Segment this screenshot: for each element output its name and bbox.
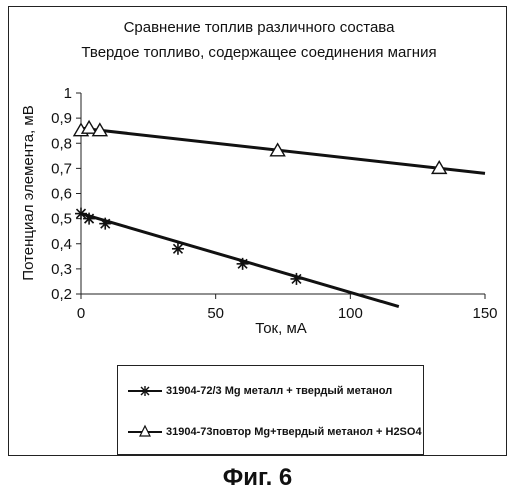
y-tick-label: 0,5 (51, 211, 72, 228)
series-1-point-asterisk (290, 273, 302, 285)
legend-item-series-2: 31904-73повтор Mg+твердый метанол + H2SO… (128, 422, 422, 442)
y-tick-label: 0,6 (51, 186, 72, 203)
y-tick-label: 0,3 (51, 261, 72, 278)
chart-subtitle: Твердое топливо, содержащее соединения м… (81, 44, 436, 61)
y-axis-label: Потенциал элемента, мВ (20, 105, 37, 280)
chart-title: Сравнение топлив различного состава (124, 19, 396, 36)
y-tick-label: 0,9 (51, 110, 72, 127)
y-tick-label: 0,7 (51, 160, 72, 177)
series-2-trend-line (81, 128, 485, 173)
plot-series (74, 121, 485, 306)
y-tick-label: 0,4 (51, 236, 72, 253)
series-1-point-asterisk (172, 243, 184, 255)
legend-sample-asterisk (128, 381, 162, 401)
x-tick-label: 0 (77, 305, 85, 322)
x-tick-label: 100 (338, 305, 363, 322)
y-ticks: 0,2 0,3 0,4 0,5 0,6 0,7 0,8 0,9 1 (51, 85, 81, 303)
x-tick-label: 50 (207, 305, 224, 322)
series-1-point-asterisk (99, 218, 111, 230)
legend-item-series-1: 31904-72/3 Mg металл + твердый метанол (128, 381, 392, 401)
x-ticks: 0 50 100 150 (77, 294, 498, 322)
x-axis-label: Ток, мА (255, 320, 307, 337)
legend-sample-triangle (128, 422, 162, 442)
legend-label-series-2: 31904-73повтор Mg+твердый метанол + H2SO… (166, 426, 422, 438)
figure-caption: Фиг. 6 (0, 464, 515, 492)
series-1-point-asterisk (237, 258, 249, 270)
y-tick-label: 1 (64, 85, 72, 102)
y-tick-label: 0,2 (51, 286, 72, 303)
series-1-point-asterisk (83, 213, 95, 225)
x-tick-label: 150 (472, 305, 497, 322)
legend: 31904-72/3 Mg металл + твердый метанол 3… (117, 365, 424, 455)
y-tick-label: 0,8 (51, 135, 72, 152)
chart-panel: Сравнение топлив различного состава Твер… (8, 6, 507, 456)
legend-label-series-1: 31904-72/3 Mg металл + твердый метанол (166, 385, 392, 397)
series-1-point-asterisk (75, 208, 87, 220)
